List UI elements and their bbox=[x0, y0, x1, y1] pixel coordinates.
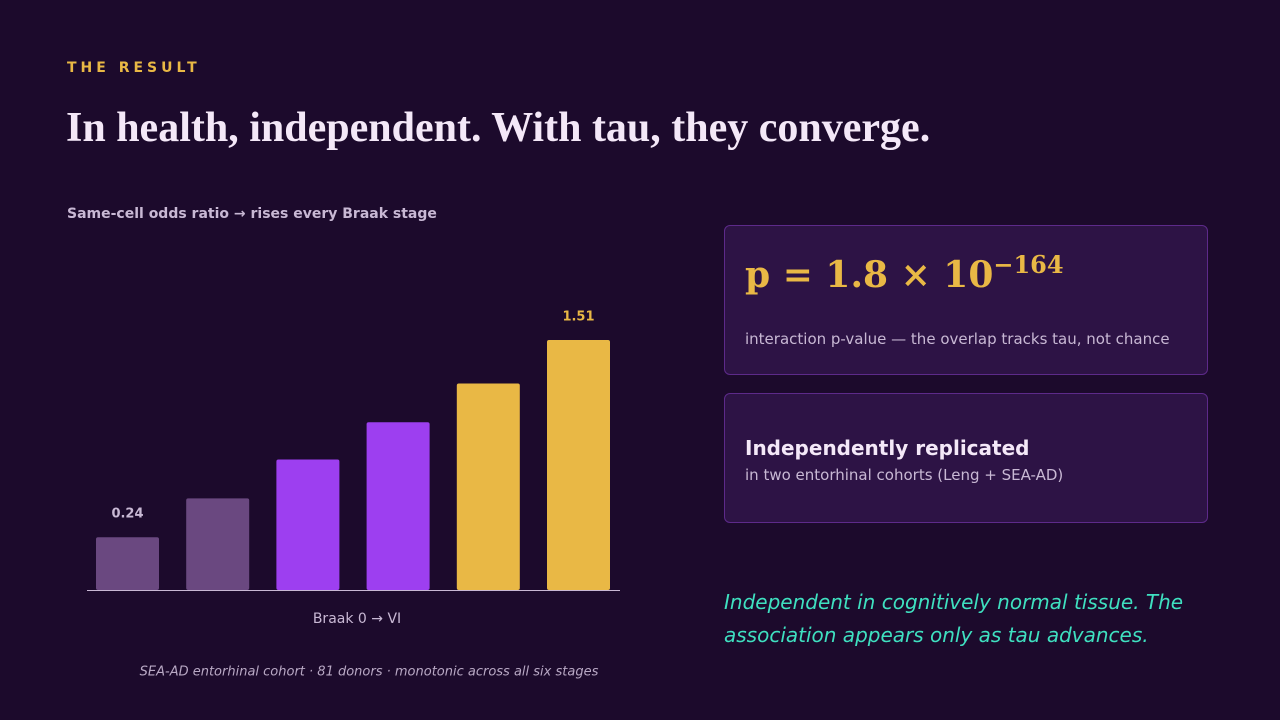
stat-exponent: −164 bbox=[993, 250, 1064, 279]
x-axis-label: Braak 0 → VI bbox=[313, 611, 401, 627]
card-text: in two entorhinal cohorts (Leng + SEA-AD… bbox=[745, 466, 1064, 484]
eyebrow: THE RESULT bbox=[67, 60, 201, 76]
card-title: Independently replicated bbox=[745, 436, 1030, 460]
quote-line: Independent in cognitively normal tissue… bbox=[724, 590, 1184, 614]
value-label: 1.51 bbox=[562, 309, 594, 324]
bar bbox=[547, 339, 610, 590]
replication-card: Independently replicated in two entorhin… bbox=[724, 393, 1208, 523]
quote-line: association appears only as tau advances… bbox=[724, 623, 1149, 647]
bar bbox=[366, 422, 430, 590]
chart-caption: SEA-AD entorhinal cohort · 81 donors · m… bbox=[140, 665, 599, 680]
stat-base: p = 1.8 × 10 bbox=[745, 254, 994, 296]
quote: Independent in cognitively normal tissue… bbox=[724, 586, 1183, 652]
stat-card: p = 1.8 × 10−164 interaction p-value — t… bbox=[724, 225, 1208, 375]
bar bbox=[96, 537, 159, 590]
bar bbox=[456, 383, 520, 590]
stat-text: interaction p-value — the overlap tracks… bbox=[745, 330, 1170, 348]
slide-title: In health, independent. With tau, they c… bbox=[66, 105, 931, 151]
value-label: 0.24 bbox=[111, 507, 143, 522]
chart-subtitle: Same-cell odds ratio → rises every Braak… bbox=[67, 206, 437, 222]
bar bbox=[276, 459, 340, 590]
chart: Same-cell odds ratio → rises every Braak… bbox=[67, 206, 620, 680]
stat-value: p = 1.8 × 10−164 bbox=[745, 250, 1064, 296]
bar bbox=[186, 498, 250, 590]
